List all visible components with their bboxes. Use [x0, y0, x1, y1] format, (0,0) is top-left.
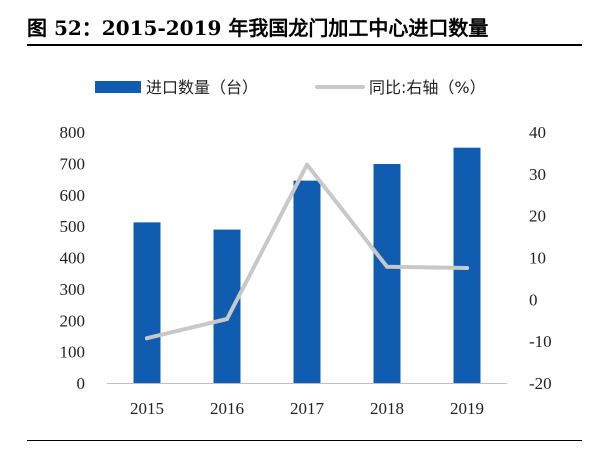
line-point-2016 [225, 316, 229, 321]
legend-label-line: 同比:右轴（%） [369, 78, 486, 97]
x-tick-label: 2016 [210, 399, 244, 418]
x-tick-label: 2015 [130, 399, 164, 418]
line-point-2018 [385, 264, 389, 269]
line-point-2019 [465, 265, 469, 270]
line-point-2015 [145, 336, 149, 341]
title-rule [27, 44, 582, 46]
chart-title: 图 52：2015-2019 年我国龙门加工中心进口数量 [27, 16, 489, 40]
bar-2015 [133, 222, 161, 383]
x-tick-label: 2018 [370, 399, 404, 418]
y-right-tick-label: -20 [529, 374, 552, 393]
y-right-tick-label: 10 [529, 249, 546, 268]
x-tick-label: 2017 [290, 399, 325, 418]
y-right-tick-label: 0 [529, 290, 538, 309]
y-left-tick-label: 400 [60, 249, 86, 268]
y-left-tick-label: 0 [77, 374, 86, 393]
y-left-tick-label: 600 [60, 186, 86, 205]
y-left-tick-label: 300 [60, 280, 86, 299]
y-right-tick-label: 20 [529, 207, 546, 226]
legend-label-bar: 进口数量（台） [146, 78, 258, 97]
x-tick-label: 2019 [450, 399, 484, 418]
y-left-tick-label: 700 [60, 154, 86, 173]
y-left-tick-label: 500 [60, 217, 86, 236]
bar-2018 [373, 164, 401, 383]
bar-2016 [213, 229, 241, 383]
y-left-tick-label: 100 [60, 343, 86, 362]
bar-2019 [453, 147, 481, 383]
bottom-rule [27, 440, 582, 441]
y-left-tick-label: 200 [60, 311, 86, 330]
bar-2017 [293, 180, 321, 383]
legend-swatch-bar [95, 81, 141, 93]
y-right-tick-label: 30 [529, 165, 546, 184]
y-right-tick-label: -10 [529, 332, 552, 351]
line-point-2017 [305, 162, 309, 167]
title-bar: 图 52：2015-2019 年我国龙门加工中心进口数量 [27, 10, 582, 40]
y-right-tick-label: 40 [529, 123, 546, 142]
y-left-tick-label: 800 [60, 123, 86, 142]
